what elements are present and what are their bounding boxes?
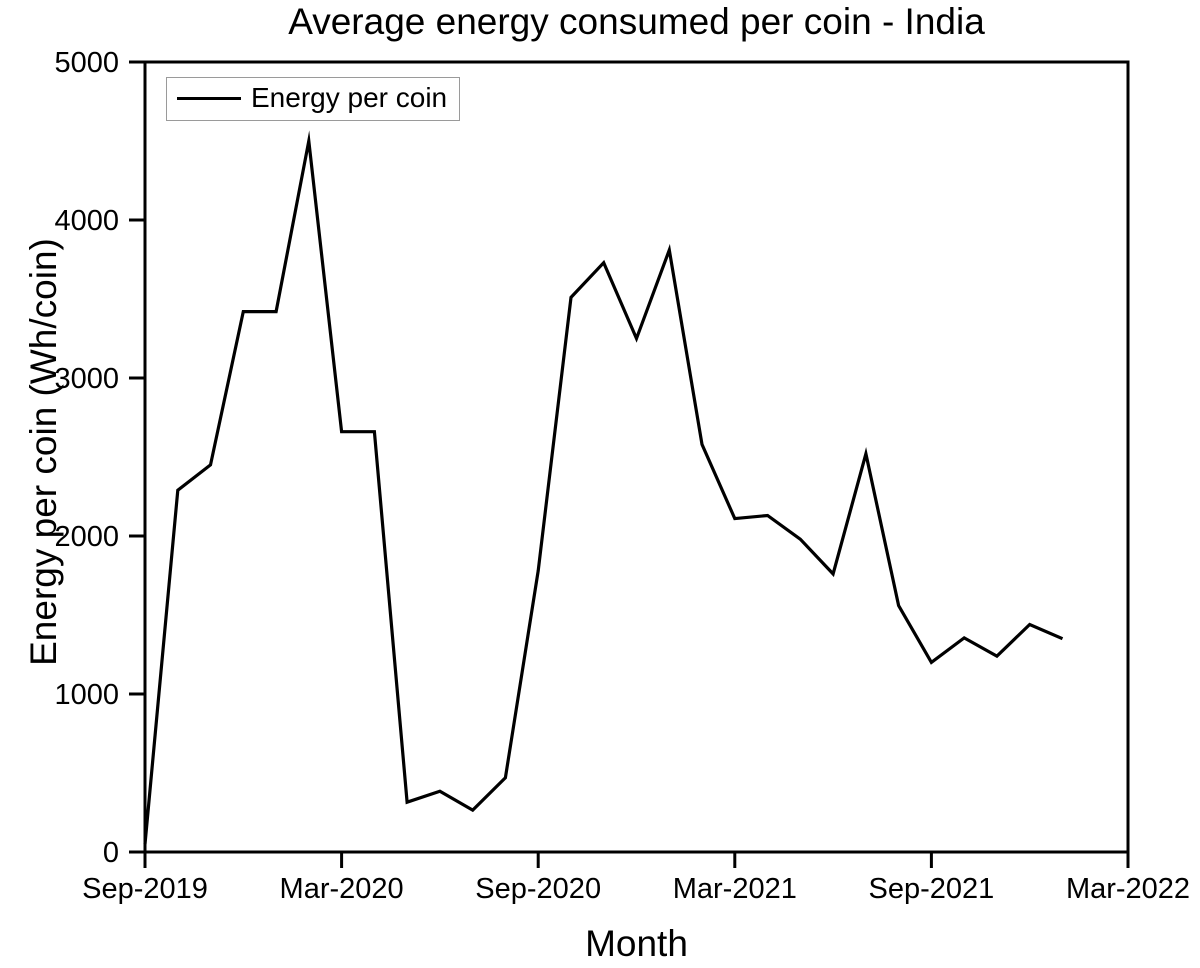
x-tick-label: Sep-2019: [82, 873, 208, 905]
chart-title: Average energy consumed per coin - India: [288, 1, 985, 42]
y-tick-label: 1000: [54, 679, 119, 711]
y-tick-label: 4000: [54, 205, 119, 237]
y-tick-label: 3000: [54, 363, 119, 395]
x-tick-label: Mar-2020: [280, 873, 404, 905]
energy-per-coin-line: [143, 130, 1064, 845]
plot-frame: [143, 60, 1130, 854]
legend-label: Energy per coin: [251, 82, 448, 113]
y-tick-label: 2000: [54, 521, 119, 553]
x-tick-label: Mar-2021: [673, 873, 797, 905]
x-axis-label: Month: [585, 923, 688, 964]
y-axis-label: Energy per coin (Wh/coin): [23, 238, 64, 666]
legend-line-swatch: [177, 96, 241, 100]
y-tick-label: 5000: [54, 47, 119, 79]
x-tick-label: Sep-2020: [475, 873, 601, 905]
x-tick-label: Mar-2022: [1066, 873, 1190, 905]
x-tick-label: Sep-2021: [869, 873, 995, 905]
y-tick-label: 0: [103, 837, 119, 869]
legend: Energy per coin: [166, 77, 461, 121]
